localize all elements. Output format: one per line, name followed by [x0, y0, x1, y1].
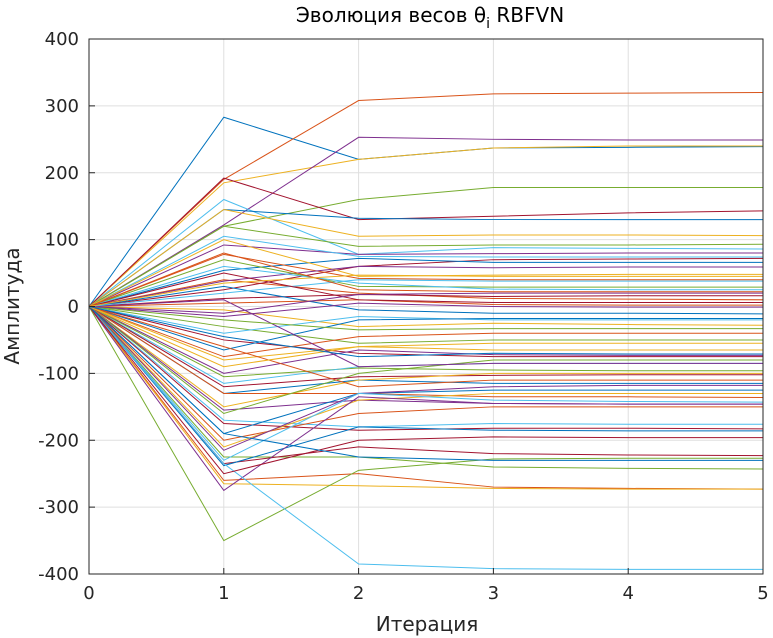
- x-tick-label: 0: [83, 583, 94, 604]
- y-tick-label: -200: [38, 430, 79, 451]
- series-line: [88, 274, 763, 307]
- y-axis-label: Амплитуда: [0, 247, 24, 364]
- series-line: [88, 306, 763, 361]
- series-line: [88, 306, 763, 368]
- y-tick-label: 400: [45, 29, 79, 50]
- x-tick-label: 1: [218, 583, 229, 604]
- x-tick-label: 3: [488, 583, 499, 604]
- series-line: [88, 306, 763, 428]
- y-tick-label: 0: [68, 297, 79, 318]
- series-line: [88, 265, 763, 307]
- series-line: [88, 306, 763, 492]
- series-line: [88, 306, 764, 328]
- series-line: [88, 292, 763, 314]
- series-line: [88, 306, 763, 344]
- x-axis-label: Итерация: [376, 612, 479, 636]
- series-line: [88, 293, 763, 307]
- y-tick-label: -100: [38, 363, 79, 384]
- series-line: [88, 285, 764, 315]
- series-line: [88, 265, 763, 307]
- series-line: [88, 306, 763, 358]
- chart-title: Эволюция весов θi RBFVN: [296, 3, 564, 32]
- series-line: [88, 306, 763, 415]
- series-line: [88, 92, 764, 307]
- y-tick-label: -300: [38, 497, 79, 518]
- series-line: [88, 259, 763, 307]
- series-line: [88, 306, 763, 334]
- y-tick-label: -400: [38, 564, 79, 585]
- series-line: [88, 279, 763, 307]
- series-line: [88, 306, 763, 467]
- series-line: [88, 306, 764, 398]
- series-line: [88, 257, 763, 307]
- series-line: [88, 302, 763, 318]
- series-line: [88, 306, 763, 490]
- series-line: [88, 306, 763, 358]
- series-line: [88, 306, 763, 408]
- series-line: [88, 306, 763, 451]
- series-line: [88, 306, 763, 331]
- grid: [88, 38, 764, 575]
- series-line: [88, 306, 763, 542]
- series-lines: [88, 92, 764, 570]
- series-line: [88, 252, 763, 307]
- y-tick-label: 100: [45, 230, 79, 251]
- series-line: [88, 272, 763, 307]
- x-tick-label: 2: [353, 583, 364, 604]
- series-line: [88, 306, 763, 475]
- x-tick-label: 5: [757, 583, 768, 604]
- series-line: [88, 208, 764, 307]
- series-line: [88, 306, 763, 388]
- y-axis-ticks: 400 300 200 100 0 -100 -200 -300 -400: [38, 29, 95, 585]
- series-line: [88, 306, 763, 461]
- series-line: [88, 177, 764, 307]
- series-line: [88, 253, 763, 307]
- series-line: [88, 306, 763, 388]
- series-line: [88, 306, 763, 441]
- series-line: [88, 299, 763, 368]
- series-line: [88, 306, 763, 378]
- series-line: [88, 198, 764, 307]
- series-line: [88, 306, 763, 351]
- series-line: [88, 306, 763, 374]
- x-axis-ticks: 0 1 2 3 4 5: [83, 568, 769, 604]
- series-line: [88, 145, 763, 307]
- series-line: [88, 235, 763, 307]
- y-tick-label: 200: [45, 163, 79, 184]
- series-line: [88, 306, 763, 570]
- series-line: [88, 306, 764, 470]
- series-line: [88, 257, 764, 307]
- series-line: [88, 299, 763, 307]
- series-line: [88, 225, 764, 307]
- x-tick-label: 4: [622, 583, 633, 604]
- series-line: [88, 306, 764, 490]
- series-line: [88, 306, 764, 461]
- y-tick-label: 300: [45, 96, 79, 117]
- series-line: [88, 136, 763, 307]
- series-line: [88, 244, 763, 307]
- series-line: [88, 306, 764, 431]
